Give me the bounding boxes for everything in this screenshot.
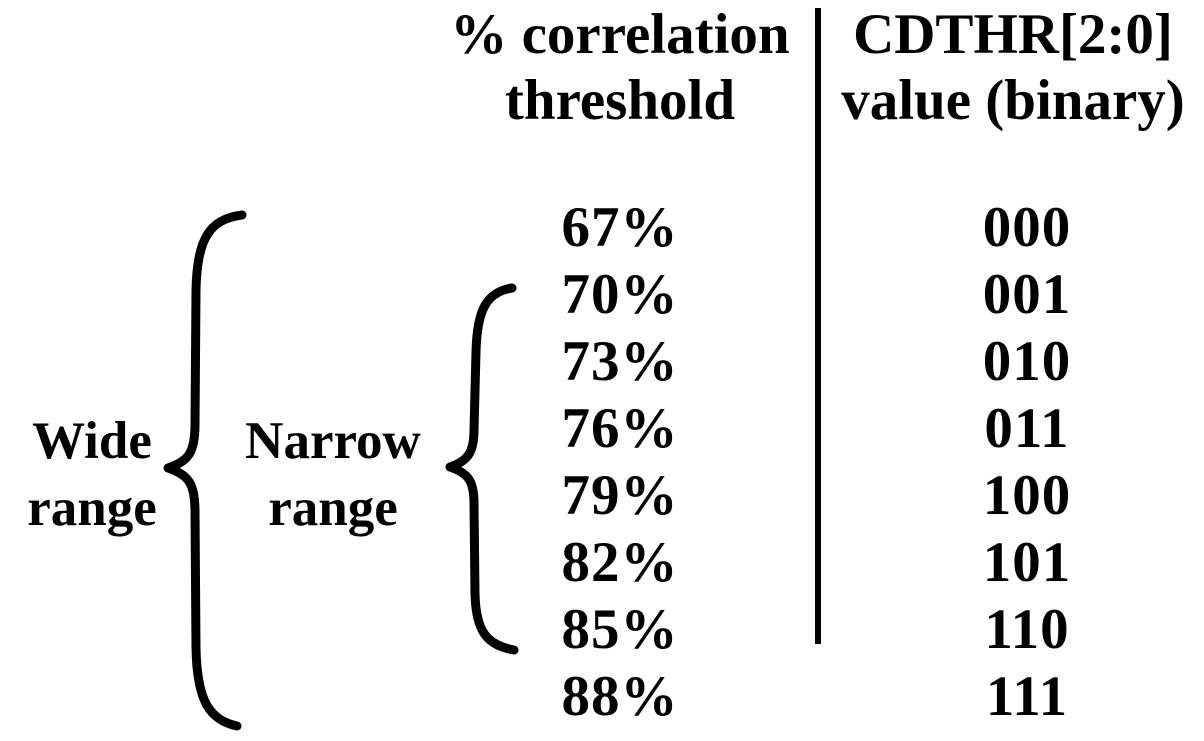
narrow-range-label-line1: Narrow [245,412,421,470]
threshold-column: 67% 70% 73% 76% 79% 82% 85% 88% [465,194,775,730]
binary-value: 000 [982,196,1072,259]
threshold-value: 76% [561,397,679,460]
narrow-range-label-line2: range [268,479,398,537]
binary-value: 110 [984,598,1070,661]
threshold-value: 70% [561,263,679,326]
binary-value: 100 [982,464,1072,527]
threshold-value: 67% [561,196,679,259]
wide-range-label-line2: range [27,479,157,537]
cdthr-column-header: CDTHR[2:0] value (binary) [822,2,1204,134]
threshold-header-line1: % correlation [450,3,790,66]
wide-range-label-line1: Wide [32,412,152,470]
wide-range-label: Wide range [2,408,182,542]
threshold-value: 85% [561,598,679,661]
binary-column: 000 001 010 011 100 101 110 111 [850,194,1204,730]
cdthr-header-line2: value (binary) [841,69,1185,132]
binary-value: 010 [982,330,1072,393]
threshold-value: 73% [561,330,679,393]
narrow-range-label: Narrow range [218,408,448,542]
binary-value: 101 [982,531,1072,594]
threshold-value: 82% [561,531,679,594]
threshold-value: 88% [561,665,679,728]
binary-value: 001 [982,263,1072,326]
column-divider-line [815,8,821,644]
cdthr-header-line1: CDTHR[2:0] [853,3,1173,66]
threshold-column-header: % correlation threshold [430,2,810,134]
threshold-header-line2: threshold [504,69,736,132]
binary-value: 011 [984,397,1070,460]
binary-value: 111 [985,665,1069,728]
threshold-value: 79% [561,464,679,527]
